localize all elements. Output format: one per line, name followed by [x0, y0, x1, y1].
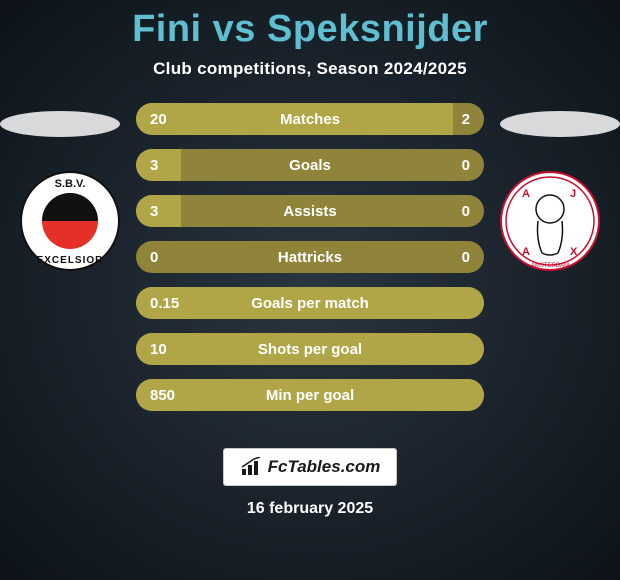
logo-text: FcTables.com	[268, 457, 381, 477]
date-text: 16 february 2025	[0, 500, 620, 518]
stat-value-right: 2	[462, 111, 484, 128]
stat-value-right: 0	[462, 157, 484, 174]
stat-label: Shots per goal	[136, 341, 484, 358]
fctables-logo[interactable]: FcTables.com	[223, 448, 397, 486]
club-badge-right: A J A X AMSTERDAM	[500, 171, 600, 271]
subtitle: Club competitions, Season 2024/2025	[0, 59, 620, 79]
stat-label: Hattricks	[136, 249, 484, 266]
comparison-panel: S.B.V. EXCELSIOR A J A X AMSTERDAM 20Mat…	[0, 103, 620, 443]
stat-row: 850Min per goal	[136, 379, 484, 411]
ajax-letter-x: X	[570, 246, 578, 258]
stat-label: Min per goal	[136, 387, 484, 404]
player-ellipse-right	[500, 111, 620, 137]
stat-row: 3Assists0	[136, 195, 484, 227]
stat-row: 3Goals0	[136, 149, 484, 181]
stat-label: Matches	[136, 111, 484, 128]
stat-label: Goals per match	[136, 295, 484, 312]
club-text-top: S.B.V.	[55, 178, 86, 190]
club-badge-left: S.B.V. EXCELSIOR	[20, 171, 120, 271]
stat-label: Goals	[136, 157, 484, 174]
player-ellipse-left	[0, 111, 120, 137]
stat-row: 20Matches2	[136, 103, 484, 135]
club-text-bottom: EXCELSIOR	[37, 255, 104, 266]
page-title: Fini vs Speksnijder	[0, 0, 620, 51]
ajax-letter-a1: A	[522, 188, 530, 200]
stat-value-right: 0	[462, 203, 484, 220]
ajax-letter-j: J	[570, 188, 576, 200]
stat-row: 0Hattricks0	[136, 241, 484, 273]
chart-icon	[240, 457, 264, 477]
stat-row: 10Shots per goal	[136, 333, 484, 365]
ajax-letter-a2: A	[522, 246, 530, 258]
stat-value-right: 0	[462, 249, 484, 266]
ajax-city: AMSTERDAM	[531, 263, 569, 269]
stat-label: Assists	[136, 203, 484, 220]
stats-list: 20Matches23Goals03Assists00Hattricks00.1…	[136, 103, 484, 411]
stat-row: 0.15Goals per match	[136, 287, 484, 319]
